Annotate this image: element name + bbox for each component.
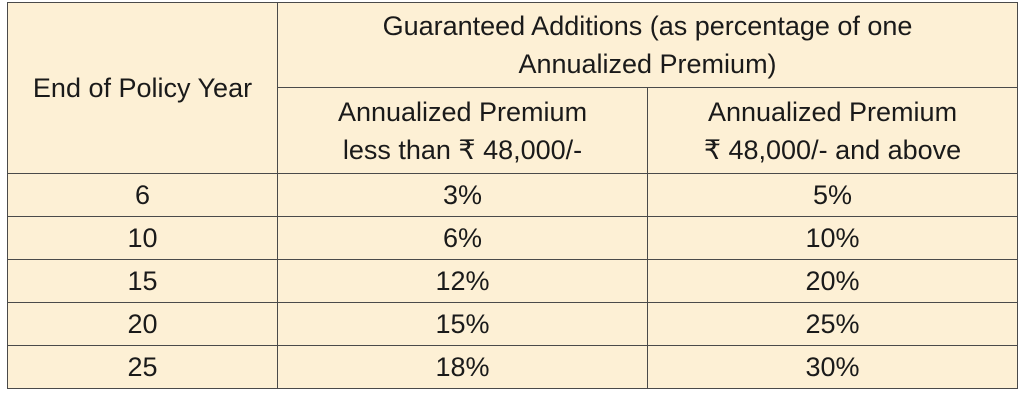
- header-premium-above-line1: Annualized Premium: [707, 96, 958, 127]
- table-row: 15 12% 20%: [7, 259, 1018, 303]
- table-row: 25 18% 30%: [7, 345, 1018, 389]
- cell-year: 15: [7, 259, 278, 303]
- cell-less: 18%: [277, 345, 648, 389]
- cell-above: 25%: [647, 302, 1018, 346]
- cell-year: 20: [7, 302, 278, 346]
- guaranteed-additions-table: End of Policy Year Guaranteed Additions …: [7, 2, 1018, 389]
- table-row: 10 6% 10%: [7, 216, 1018, 260]
- header-row-top: End of Policy Year Guaranteed Additions …: [7, 2, 1018, 174]
- cell-year: 6: [7, 173, 278, 217]
- table-row: 6 3% 5%: [7, 173, 1018, 217]
- cell-less: 12%: [277, 259, 648, 303]
- cell-above: 10%: [647, 216, 1018, 260]
- header-guaranteed-additions-line1: Guaranteed Additions (as percentage of o…: [382, 11, 913, 41]
- cell-above: 30%: [647, 345, 1018, 389]
- header-guaranteed-additions: Guaranteed Additions (as percentage of o…: [277, 2, 1018, 88]
- header-end-of-policy-year: End of Policy Year: [7, 2, 278, 174]
- header-end-of-policy-year-label: End of Policy Year: [32, 73, 253, 103]
- cell-less: 3%: [277, 173, 648, 217]
- header-premium-above-line2: ₹ 48,000/- and above: [703, 134, 962, 165]
- cell-less: 15%: [277, 302, 648, 346]
- header-premium-less-line2: less than ₹ 48,000/-: [342, 134, 583, 165]
- header-guaranteed-additions-line2: Annualized Premium): [518, 49, 777, 79]
- cell-above: 20%: [647, 259, 1018, 303]
- cell-above: 5%: [647, 173, 1018, 217]
- cell-less: 6%: [277, 216, 648, 260]
- cell-year: 10: [7, 216, 278, 260]
- header-premium-and-above: Annualized Premium ₹ 48,000/- and above: [647, 87, 1018, 174]
- cell-year: 25: [7, 345, 278, 389]
- header-premium-less-line1: Annualized Premium: [337, 96, 588, 127]
- header-premium-less-than: Annualized Premium less than ₹ 48,000/-: [277, 87, 648, 174]
- table-row: 20 15% 25%: [7, 302, 1018, 346]
